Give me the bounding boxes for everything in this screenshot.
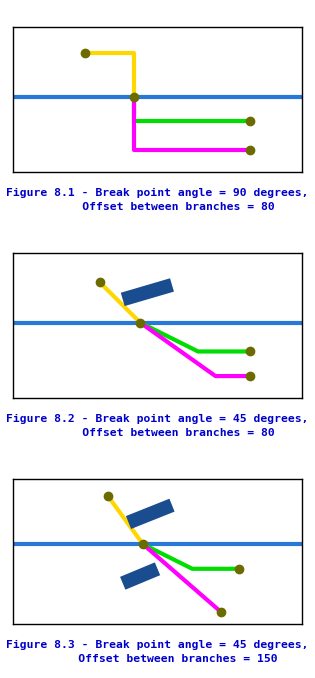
Text: Figure 8.1 - Break point angle = 90 degrees,
      Offset between branches = 80: Figure 8.1 - Break point angle = 90 degr… [6,188,309,212]
Text: Figure 8.2 - Break point angle = 45 degrees,
      Offset between branches = 80: Figure 8.2 - Break point angle = 45 degr… [6,414,309,438]
Text: Figure 8.3 - Break point angle = 45 degrees,
      Offset between branches = 150: Figure 8.3 - Break point angle = 45 degr… [6,640,309,664]
